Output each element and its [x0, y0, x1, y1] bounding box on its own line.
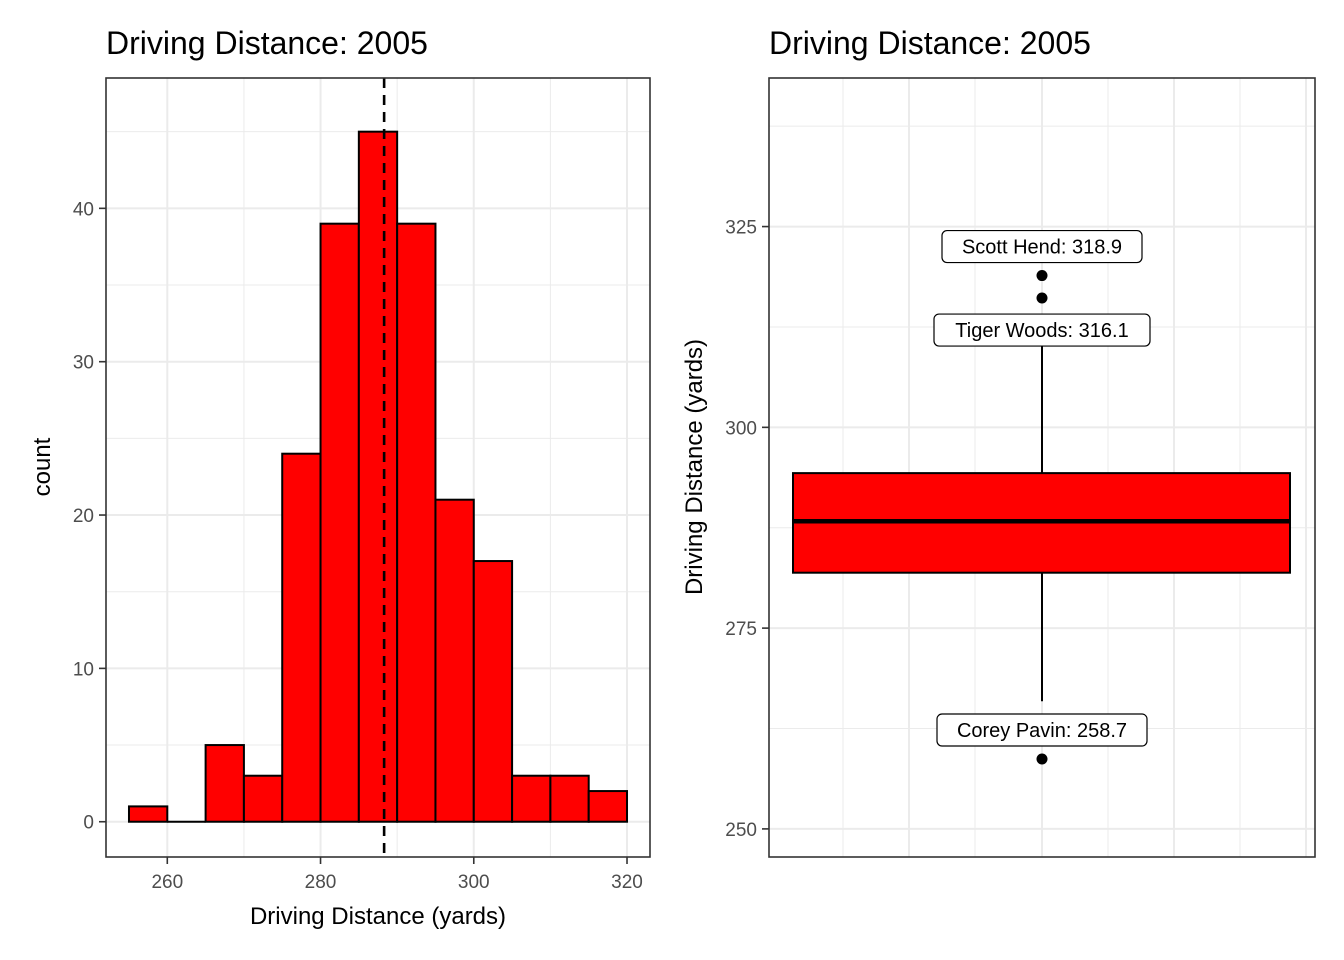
histogram-axes: 260 280 300 320 0 10 20 30 40	[73, 199, 643, 893]
boxplot-y-axis-title: Driving Distance (yards)	[681, 339, 708, 595]
annotation-text: Tiger Woods: 316.1	[955, 320, 1128, 342]
histogram-bar	[511, 774, 552, 823]
annotation-text: Scott Hend: 318.9	[962, 237, 1122, 259]
outlier-point	[1036, 753, 1048, 765]
y-tick-label: 300	[725, 418, 757, 439]
x-tick-label: 320	[611, 872, 643, 893]
histogram-title: Driving Distance: 2005	[106, 25, 428, 61]
boxplot-title: Driving Distance: 2005	[769, 25, 1091, 61]
annotation-label: Tiger Woods: 316.1	[933, 313, 1151, 347]
histogram-bar	[434, 498, 475, 823]
y-tick-label: 10	[73, 659, 94, 680]
annotation-box	[936, 713, 1148, 747]
annotation-label: Corey Pavin: 258.7	[936, 713, 1148, 747]
histogram-bar	[396, 222, 437, 823]
histogram-bar	[127, 805, 169, 823]
histogram-bar	[549, 774, 590, 823]
histogram-bar	[204, 744, 245, 823]
histogram-bar	[472, 560, 514, 823]
outlier-point	[1036, 292, 1048, 304]
annotation-label: Scott Hend: 318.9	[941, 229, 1143, 264]
y-tick-label: 30	[73, 353, 94, 374]
boxplot-panel-border	[768, 77, 1316, 858]
histogram-x-axis-title: Driving Distance (yards)	[250, 903, 506, 930]
y-tick-label: 40	[73, 199, 94, 220]
annotation-text: Corey Pavin: 258.7	[957, 720, 1127, 742]
histogram-y-axis-title: count	[29, 437, 56, 496]
histogram-panel-border	[105, 77, 651, 858]
x-tick-label: 280	[305, 872, 337, 893]
y-tick-label: 0	[83, 813, 94, 834]
annotation-box	[941, 229, 1143, 264]
annotation-box	[933, 313, 1151, 347]
boxplot-chart: Driving Distance: 2005 Scott Hend: 318.9…	[681, 25, 1316, 858]
histogram-bars	[127, 130, 629, 823]
boxplot-axes: 250 275 300 325	[725, 218, 769, 841]
histogram-bar	[319, 222, 360, 823]
y-tick-label: 325	[725, 218, 757, 239]
histogram-chart: Driving Distance: 2005 260 280 300 320 0 10 20…	[29, 25, 651, 930]
y-tick-label: 20	[73, 506, 94, 527]
x-tick-label: 300	[458, 872, 490, 893]
outlier-point	[1036, 270, 1048, 282]
y-tick-label: 275	[725, 619, 757, 640]
histogram-bar	[242, 774, 284, 823]
histogram-bar	[357, 130, 399, 823]
boxplot-marks: Scott Hend: 318.9 Tiger Woods: 316.1 Corey…	[792, 229, 1291, 765]
histogram-bar	[281, 452, 322, 823]
histogram-bar	[587, 790, 629, 823]
y-tick-label: 250	[725, 820, 757, 841]
x-tick-label: 260	[151, 872, 183, 893]
